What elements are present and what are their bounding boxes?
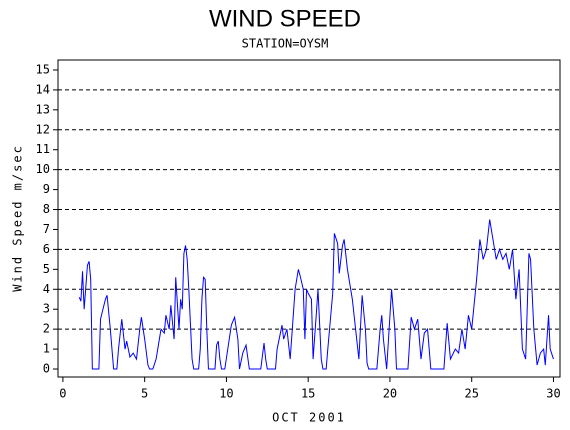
x-tick-label: 25	[464, 387, 478, 401]
y-tick-label: 4	[43, 282, 50, 296]
y-tick-label: 2	[43, 322, 50, 336]
x-tick-label: 0	[59, 387, 66, 401]
y-tick-label: 11	[36, 142, 50, 156]
x-tick-label: 20	[383, 387, 397, 401]
chart-title: WIND SPEED	[209, 5, 361, 32]
plot-frame	[57, 59, 561, 378]
x-tick-label: 10	[219, 387, 233, 401]
y-tick-label: 15	[36, 62, 50, 76]
x-tick-label: 30	[546, 387, 560, 401]
y-tick-label: 12	[36, 122, 50, 136]
wind-speed-line	[78, 219, 554, 370]
x-tick-label: 5	[141, 387, 148, 401]
y-tick-label: 0	[43, 362, 50, 376]
x-axis-label: OCT 2001	[272, 411, 346, 425]
x-tick-label: 15	[301, 387, 315, 401]
y-tick-label: 5	[43, 262, 50, 276]
y-tick-label: 14	[36, 82, 50, 96]
y-tick-label: 6	[43, 242, 50, 256]
chart-subtitle: STATION=OYSM	[242, 37, 329, 51]
y-tick-label: 9	[43, 182, 50, 196]
y-tick-label: 10	[36, 162, 50, 176]
y-tick-label: 1	[43, 342, 50, 356]
y-tick-label: 3	[43, 302, 50, 316]
y-axis-label: Wind Speed m/sec	[11, 144, 25, 292]
y-tick-label: 8	[43, 202, 50, 216]
y-tick-label: 7	[43, 222, 50, 236]
y-tick-label: 13	[36, 102, 50, 116]
